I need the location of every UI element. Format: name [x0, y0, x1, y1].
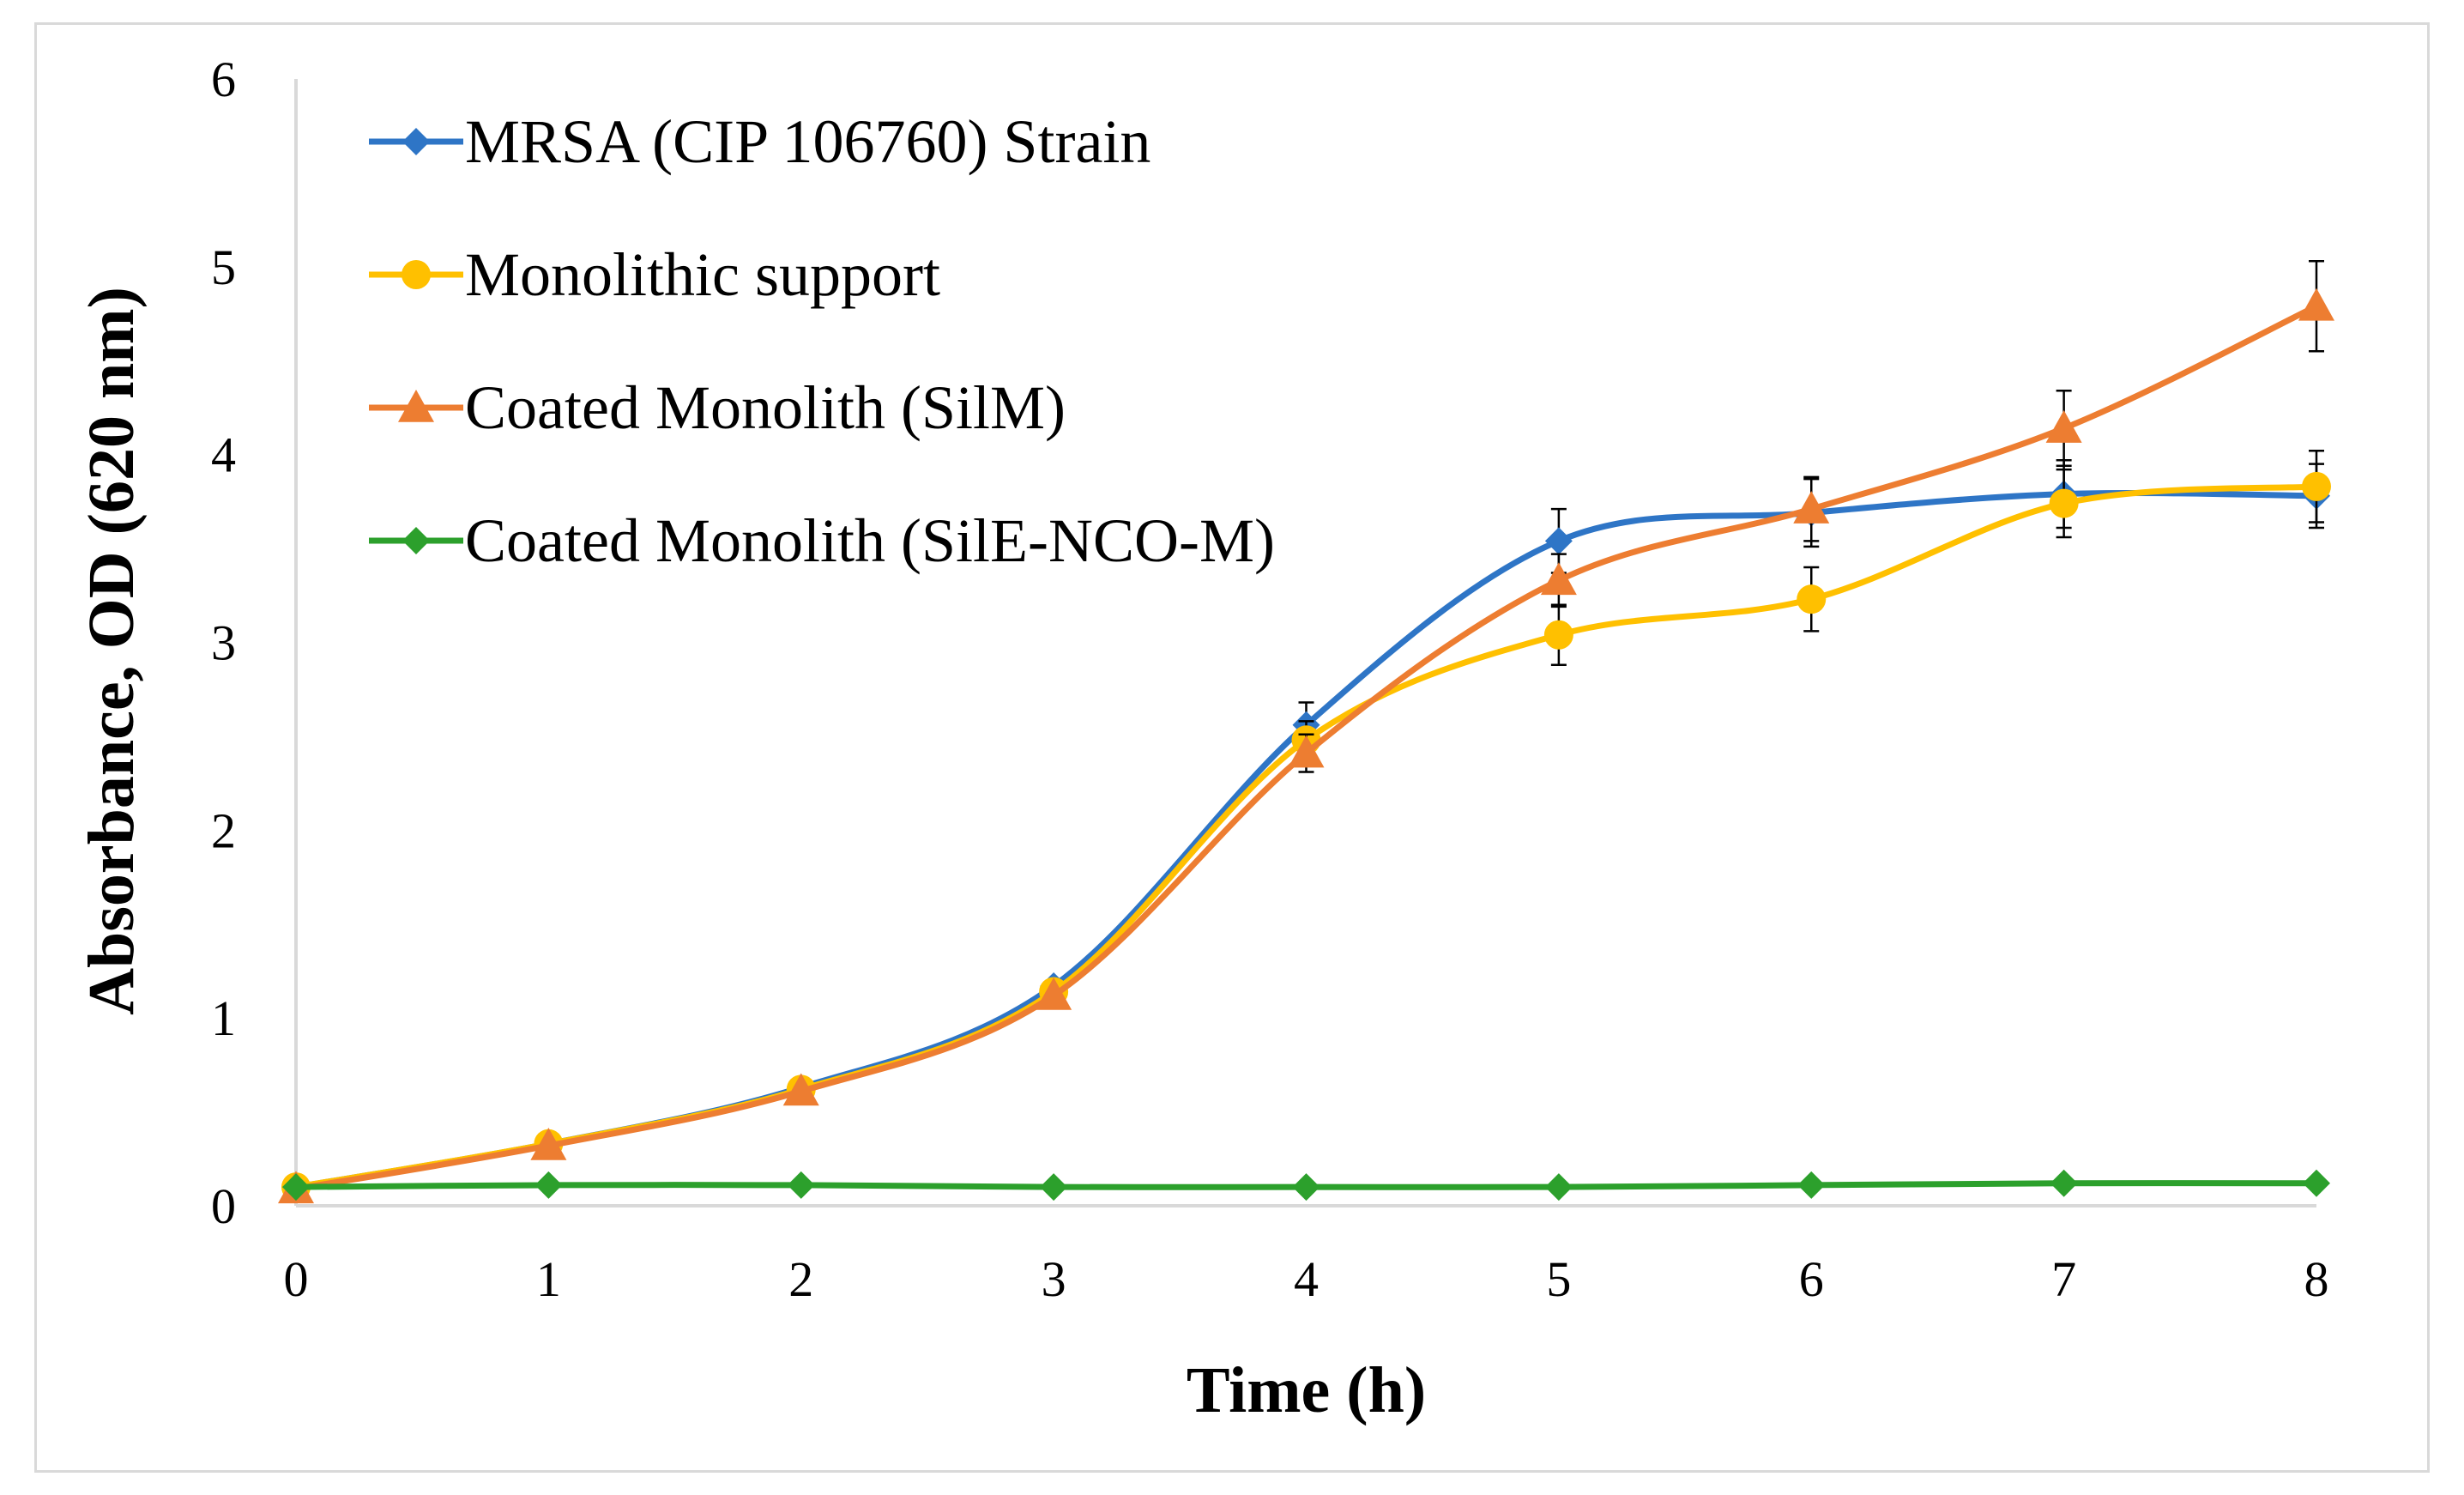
x-tick-label: 1 [536, 1251, 561, 1307]
series-line [293, 490, 2320, 1190]
x-tick-labels: 0 1 2 3 4 5 6 7 8 [284, 1251, 2329, 1307]
x-tick-label: 5 [1546, 1251, 1571, 1307]
data-point [2045, 410, 2082, 443]
data-point [787, 1171, 815, 1199]
data-point [1544, 1173, 1573, 1201]
y-tick-label: 6 [211, 51, 236, 107]
data-point [1793, 491, 1830, 524]
legend-marker [402, 260, 431, 289]
legend-marker [402, 128, 430, 155]
data-point [2050, 1169, 2078, 1197]
legend-item: MRSA (CIP 106760) Strain [369, 107, 1150, 176]
legend-label: Coated Monolith (SilM) [465, 373, 1066, 442]
y-tick-label: 0 [211, 1178, 236, 1234]
legend-marker [402, 527, 430, 554]
data-point [2298, 288, 2334, 321]
data-point [1036, 977, 1072, 1010]
data-point [1544, 527, 1573, 555]
series-line [293, 483, 2320, 1190]
y-tick-label: 3 [211, 615, 236, 671]
legend-item: Monolithic support [369, 240, 940, 309]
legend-marker [398, 390, 434, 422]
data-point [1292, 1173, 1320, 1201]
y-tick-labels: 0 1 2 3 4 5 6 [211, 51, 236, 1234]
x-tick-label: 4 [1294, 1251, 1319, 1307]
x-tick-label: 0 [284, 1251, 309, 1307]
x-tick-label: 2 [788, 1251, 813, 1307]
legend-label: MRSA (CIP 106760) Strain [465, 107, 1150, 176]
data-point [2303, 1169, 2330, 1197]
series [278, 260, 2334, 1204]
data-point [1540, 562, 1577, 596]
x-axis-title: Time (h) [1187, 1354, 1426, 1426]
series-3 [278, 260, 2334, 1204]
legend-item: Coated Monolith (SilM) [369, 373, 1066, 442]
data-point [1543, 620, 1573, 650]
chart-frame [34, 22, 2430, 1473]
data-point [1288, 735, 1325, 768]
y-tick-label: 2 [211, 802, 236, 858]
y-axis-title: Absorbance, OD (620 nm) [75, 287, 148, 1015]
data-point [534, 1171, 563, 1199]
legend: MRSA (CIP 106760) Strain Monolithic suppo… [369, 107, 1275, 575]
axes [294, 79, 2316, 1208]
y-tick-label: 5 [211, 239, 236, 295]
legend-label: Monolithic support [465, 240, 940, 309]
data-point [2049, 488, 2079, 518]
x-tick-label: 6 [1799, 1251, 1824, 1307]
x-tick-label: 8 [2304, 1251, 2329, 1307]
legend-label: Coated Monolith (SilE-NCO-M) [465, 506, 1275, 575]
data-point [1040, 1173, 1068, 1201]
data-point [282, 1173, 310, 1201]
data-point [1797, 584, 1827, 614]
legend-item: Coated Monolith (SilE-NCO-M) [369, 506, 1275, 575]
data-point [1797, 1171, 1826, 1199]
data-point [2302, 471, 2331, 501]
series-4 [282, 1169, 2330, 1201]
data-point [530, 1127, 567, 1160]
y-tick-label: 4 [211, 427, 236, 483]
x-tick-label: 7 [2051, 1251, 2076, 1307]
x-tick-label: 3 [1042, 1251, 1066, 1307]
data-point [782, 1073, 819, 1106]
y-tick-label: 1 [211, 990, 236, 1046]
